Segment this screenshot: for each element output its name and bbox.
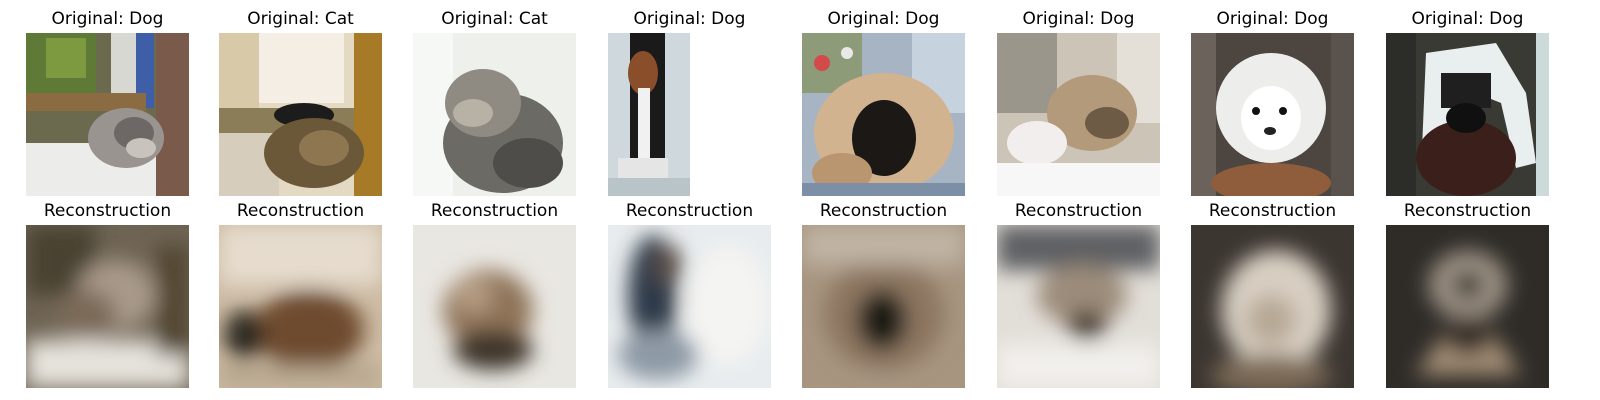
sample-column-7: Original: Dog Reconstruction <box>1191 0 1354 400</box>
original-title: Original: Cat <box>247 9 354 29</box>
original-title: Original: Cat <box>441 9 548 29</box>
original-title: Original: Dog <box>1411 9 1524 29</box>
reconstruction-title: Reconstruction <box>430 201 559 221</box>
sample-column-2: Original: Cat Reconstruction <box>219 0 382 400</box>
reconstruction-image <box>413 225 576 388</box>
original-title: Original: Dog <box>827 9 940 29</box>
sample-column-8: Original: Dog Reconstruction <box>1386 0 1549 400</box>
reconstruction-title: Reconstruction <box>1403 201 1532 221</box>
reconstruction-title: Reconstruction <box>819 201 948 221</box>
original-image <box>608 33 771 196</box>
reconstruction-image <box>802 225 965 388</box>
original-title: Original: Dog <box>633 9 746 29</box>
reconstruction-title: Reconstruction <box>625 201 754 221</box>
reconstruction-title: Reconstruction <box>1208 201 1337 221</box>
reconstruction-image <box>26 225 189 388</box>
sample-column-5: Original: Dog Reconstruction <box>802 0 965 400</box>
sample-column-4: Original: Dog Reconstruction <box>608 0 771 400</box>
original-image <box>219 33 382 196</box>
original-image <box>26 33 189 196</box>
original-image <box>413 33 576 196</box>
original-title: Original: Dog <box>1022 9 1135 29</box>
reconstruction-image <box>997 225 1160 388</box>
reconstruction-image <box>608 225 771 388</box>
reconstruction-title: Reconstruction <box>236 201 365 221</box>
original-title: Original: Dog <box>51 9 164 29</box>
reconstruction-image <box>1191 225 1354 388</box>
reconstruction-title: Reconstruction <box>1014 201 1143 221</box>
reconstruction-title: Reconstruction <box>43 201 172 221</box>
reconstruction-image <box>219 225 382 388</box>
original-title: Original: Dog <box>1216 9 1329 29</box>
original-image <box>802 33 965 196</box>
original-image <box>1191 33 1354 196</box>
reconstruction-image <box>1386 225 1549 388</box>
sample-column-1: Original: Dog Reconstruction <box>26 0 189 400</box>
original-image <box>997 33 1160 196</box>
original-image <box>1386 33 1549 196</box>
sample-column-6: Original: Dog Reconstruction <box>997 0 1160 400</box>
sample-column-3: Original: Cat Reconstruction <box>413 0 576 400</box>
